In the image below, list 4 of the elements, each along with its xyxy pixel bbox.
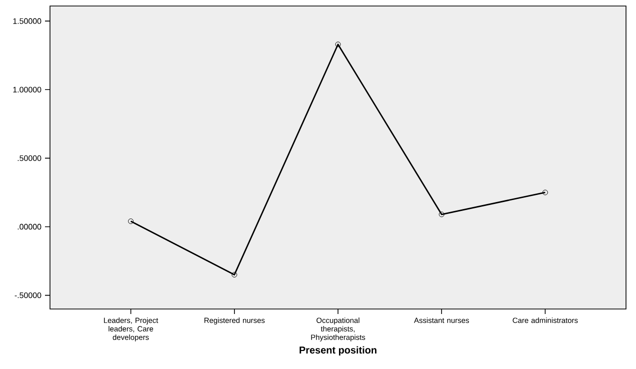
point	[335, 42, 341, 48]
x-axis-title: Present position	[300, 346, 376, 356]
point	[438, 212, 444, 218]
point	[232, 272, 238, 278]
